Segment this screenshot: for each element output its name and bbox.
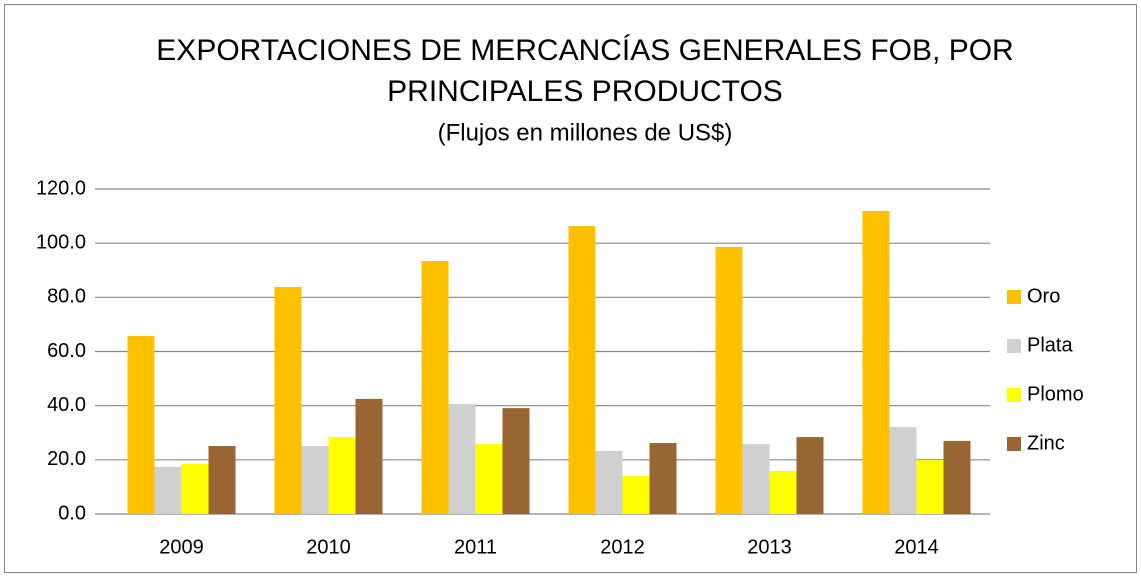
x-tick-label: 2011 [454,536,497,558]
bar [181,463,209,514]
bar [796,437,824,514]
bar [421,261,449,514]
bar [943,440,971,514]
y-tick-label: 120.0 [36,177,86,199]
legend-label: Oro [1027,285,1060,307]
chart-subtitle: (Flujos en millones de US$) [438,119,733,146]
y-tick-label: 40.0 [47,394,86,416]
legend-label: Plata [1027,334,1073,356]
bar [568,226,596,514]
y-tick-label: 0.0 [58,502,86,524]
y-tick-label: 20.0 [47,448,86,470]
x-tick-label: 2012 [600,536,645,558]
bar [889,427,917,514]
bar [862,210,890,514]
legend-swatch [1007,339,1021,353]
legend-swatch [1007,388,1021,402]
bar [769,470,797,514]
bar [208,446,236,514]
bar [154,466,182,514]
bar [301,446,329,514]
legend-swatch [1007,437,1021,451]
chart-title: PRINCIPALES PRODUCTOS [387,75,783,108]
bar [622,476,650,514]
legend-swatch [1007,290,1021,304]
chart-title: EXPORTACIONES DE MERCANCÍAS GENERALES FO… [156,34,1013,67]
bar [649,443,677,514]
x-tick-label: 2009 [159,536,204,558]
x-tick-label: 2014 [894,536,939,558]
bar [715,246,743,515]
y-tick-label: 60.0 [47,340,86,362]
legend-label: Zinc [1027,432,1065,454]
x-tick-label: 2010 [306,536,351,558]
bar [448,404,476,514]
y-tick-label: 80.0 [47,286,86,308]
bar [274,287,302,514]
bar [355,398,383,514]
bar [475,444,503,514]
bar [328,437,356,514]
legend-label: Plomo [1027,383,1084,405]
bar [595,450,623,514]
y-tick-label: 100.0 [36,231,86,253]
bar [916,460,944,514]
bar [742,444,770,514]
x-tick-label: 2013 [747,536,792,558]
bar [127,336,155,514]
bar [502,408,530,514]
